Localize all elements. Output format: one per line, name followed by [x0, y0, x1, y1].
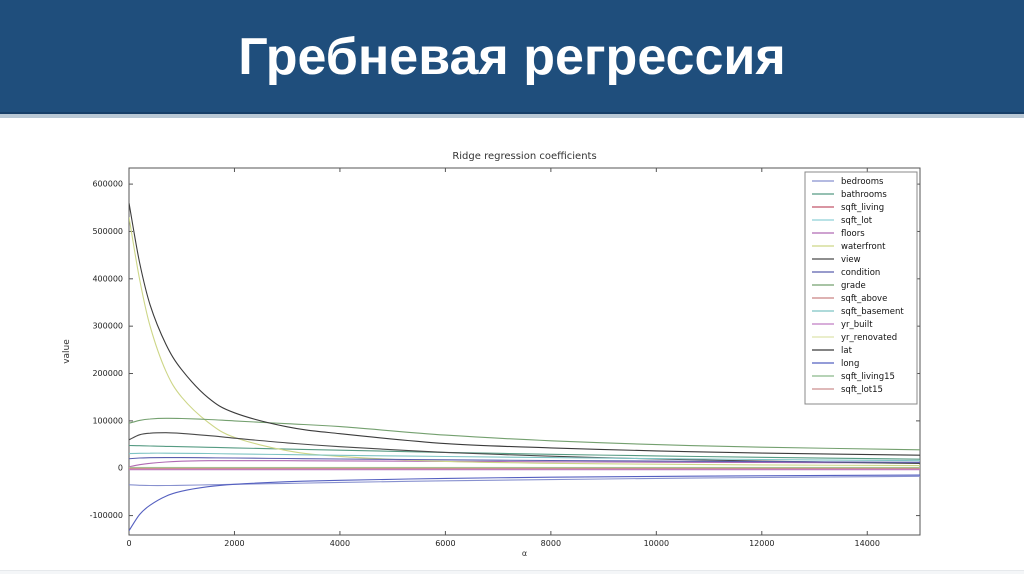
y-tick-label: -100000: [90, 511, 123, 520]
y-tick-label: 0: [118, 464, 123, 473]
legend-label-condition: condition: [841, 268, 880, 278]
series-line-condition: [129, 457, 920, 463]
x-tick-label: 0: [126, 539, 131, 548]
legend-label-grade: grade: [841, 281, 866, 291]
x-axis-label: α: [522, 549, 527, 558]
x-tick-label: 2000: [224, 539, 244, 548]
slide-bottom-edge: [0, 570, 1024, 574]
legend-label-sqft_basement: sqft_basement: [841, 307, 904, 317]
y-tick-label: 200000: [92, 369, 123, 378]
legend-label-view: view: [841, 255, 861, 265]
legend-label-waterfront: waterfront: [841, 242, 886, 252]
slide-title: Гребневая регрессия: [238, 28, 786, 86]
y-tick-label: 600000: [92, 180, 123, 189]
y-tick-label: 400000: [92, 274, 123, 283]
ridge-coefficients-figure: Ridge regression coefficients value α 0 2000…: [55, 140, 935, 565]
legend-label-bathrooms: bathrooms: [841, 190, 887, 200]
series-line-bedrooms: [129, 475, 920, 487]
legend-label-floors: floors: [841, 229, 865, 239]
y-axis-label: value: [62, 339, 72, 364]
x-tick-label: 8000: [541, 539, 561, 548]
legend-box: [804, 171, 918, 405]
slide-header: Гребневая регрессия: [0, 0, 1024, 118]
y-tick-label: 500000: [92, 227, 123, 236]
x-tick-label: 12000: [749, 539, 774, 548]
x-tick-label: 10000: [644, 539, 669, 548]
axes-frame: [128, 167, 921, 536]
series-line-sqft_basement: [129, 452, 920, 462]
ridge-coefficients-chart: Ridge regression coefficients value α 0 2000…: [62, 151, 921, 558]
legend-label-long: long: [841, 359, 859, 369]
legend-label-yr_renovated: yr_renovated: [841, 333, 897, 343]
legend-label-sqft_lot: sqft_lot: [841, 216, 873, 226]
series-line-floors: [129, 460, 920, 468]
series-line-lat: [129, 202, 920, 456]
x-tick-label: 6000: [435, 539, 455, 548]
series-line-bathrooms: [129, 444, 920, 460]
series-line-waterfront: [129, 217, 920, 467]
legend-label-bedrooms: bedrooms: [841, 177, 884, 187]
series-line-view: [129, 432, 920, 465]
legend-label-sqft_above: sqft_above: [841, 294, 887, 304]
legend-label-sqft_lot15: sqft_lot15: [841, 385, 883, 395]
chart-title: Ridge regression coefficients: [452, 151, 596, 162]
y-tick-label: 100000: [92, 416, 123, 425]
series-line-long: [129, 474, 920, 532]
x-tick-label: 14000: [855, 539, 880, 548]
series-line-grade: [129, 417, 920, 451]
legend-label-lat: lat: [841, 346, 853, 356]
x-tick-label: 4000: [330, 539, 350, 548]
legend-label-sqft_living: sqft_living: [841, 203, 884, 213]
legend-label-sqft_living15: sqft_living15: [841, 372, 895, 382]
legend-label-yr_built: yr_built: [841, 320, 873, 330]
y-tick-label: 300000: [92, 322, 123, 331]
